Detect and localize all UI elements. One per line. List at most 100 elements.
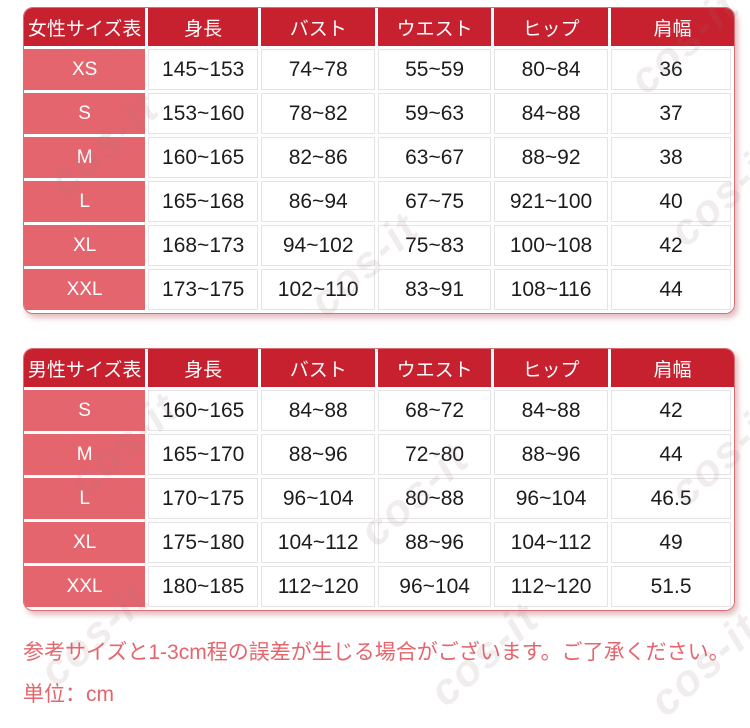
table-row: M 160~165 82~86 63~67 88~92 38 — [24, 137, 734, 181]
size-cell: 75~83 — [378, 225, 494, 269]
size-tables-container: 女性サイズ表 身長 バスト ウエスト ヒップ 肩幅 XS 145~153 74~78 55~59 8… — [23, 7, 735, 611]
size-cell: 165~168 — [148, 181, 262, 225]
size-label: XL — [24, 225, 149, 269]
size-table-grid: 男性サイズ表 身長 バスト ウエスト ヒップ 肩幅 S 160~165 84~88 68~72 84… — [24, 349, 734, 610]
tolerance-note: 参考サイズと1-3cm程の誤差が生じる場合がございます。ご了承ください。 — [23, 641, 730, 664]
size-cell: 36 — [611, 49, 734, 93]
size-cell: 88~92 — [493, 137, 612, 181]
size-cell: 88~96 — [261, 434, 379, 478]
column-header: 肩幅 — [611, 349, 734, 390]
table-row: S 160~165 84~88 68~72 84~88 42 — [24, 390, 734, 434]
unit-note: 単位：cm — [23, 683, 114, 707]
size-cell: 67~75 — [378, 181, 494, 225]
size-cell: 84~88 — [493, 390, 612, 434]
size-cell: 104~112 — [261, 522, 379, 566]
size-cell: 104~112 — [493, 522, 612, 566]
size-cell: 165~170 — [148, 434, 262, 478]
size-cell: 42 — [611, 390, 734, 434]
table-row: L 170~175 96~104 80~88 96~104 46.5 — [24, 478, 734, 522]
size-cell: 86~94 — [261, 181, 379, 225]
size-cell: 80~84 — [493, 49, 612, 93]
size-cell: 112~120 — [261, 566, 379, 610]
header-row: 男性サイズ表 身長 バスト ウエスト ヒップ 肩幅 — [24, 349, 734, 390]
size-cell: 88~96 — [378, 522, 494, 566]
size-cell: 37 — [611, 93, 734, 137]
size-chart-page: 女性サイズ表 身長 バスト ウエスト ヒップ 肩幅 XS 145~153 74~78 55~59 8… — [23, 7, 735, 710]
size-cell: 55~59 — [378, 49, 494, 93]
size-cell: 175~180 — [148, 522, 262, 566]
size-cell: 51.5 — [611, 566, 734, 610]
size-cell: 94~102 — [261, 225, 379, 269]
column-header: ウエスト — [378, 8, 494, 49]
size-cell: 145~153 — [148, 49, 262, 93]
size-cell: 100~108 — [493, 225, 612, 269]
size-cell: 83~91 — [378, 269, 494, 313]
size-cell: 40 — [611, 181, 734, 225]
size-cell: 63~67 — [378, 137, 494, 181]
column-header: ヒップ — [493, 349, 612, 390]
size-table: 女性サイズ表 身長 バスト ウエスト ヒップ 肩幅 XS 145~153 74~78 55~59 8… — [23, 7, 735, 314]
size-cell: 102~110 — [261, 269, 379, 313]
column-header: ヒップ — [493, 8, 612, 49]
size-cell: 96~104 — [378, 566, 494, 610]
size-label: XXL — [24, 269, 149, 313]
size-cell: 84~88 — [261, 390, 379, 434]
size-cell: 108~116 — [493, 269, 612, 313]
size-cell: 160~165 — [148, 137, 262, 181]
size-table-grid: 女性サイズ表 身長 バスト ウエスト ヒップ 肩幅 XS 145~153 74~78 55~59 8… — [24, 8, 734, 313]
table-row: XS 145~153 74~78 55~59 80~84 36 — [24, 49, 734, 93]
table-row: XXL 173~175 102~110 83~91 108~116 44 — [24, 269, 734, 313]
table-row: XL 168~173 94~102 75~83 100~108 42 — [24, 225, 734, 269]
size-cell: 180~185 — [148, 566, 262, 610]
table-row: S 153~160 78~82 59~63 84~88 37 — [24, 93, 734, 137]
size-cell: 112~120 — [493, 566, 612, 610]
size-cell: 170~175 — [148, 478, 262, 522]
size-cell: 42 — [611, 225, 734, 269]
size-cell: 78~82 — [261, 93, 379, 137]
column-header: ウエスト — [378, 349, 494, 390]
size-cell: 44 — [611, 269, 734, 313]
size-cell: 173~175 — [148, 269, 262, 313]
column-header: 肩幅 — [611, 8, 734, 49]
column-header: 身長 — [148, 8, 262, 49]
table-row: L 165~168 86~94 67~75 921~100 40 — [24, 181, 734, 225]
size-label: L — [24, 181, 149, 225]
size-cell: 921~100 — [493, 181, 612, 225]
size-table: 男性サイズ表 身長 バスト ウエスト ヒップ 肩幅 S 160~165 84~88 68~72 84… — [23, 348, 735, 611]
size-cell: 46.5 — [611, 478, 734, 522]
size-cell: 72~80 — [378, 434, 494, 478]
table-row: XL 175~180 104~112 88~96 104~112 49 — [24, 522, 734, 566]
table-row: M 165~170 88~96 72~80 88~96 44 — [24, 434, 734, 478]
table-row: XXL 180~185 112~120 96~104 112~120 51.5 — [24, 566, 734, 610]
size-cell: 38 — [611, 137, 734, 181]
size-label: L — [24, 478, 149, 522]
size-label: S — [24, 93, 149, 137]
size-cell: 96~104 — [493, 478, 612, 522]
table-title: 女性サイズ表 — [24, 8, 149, 49]
table-title: 男性サイズ表 — [24, 349, 149, 390]
column-header: 身長 — [148, 349, 262, 390]
size-cell: 168~173 — [148, 225, 262, 269]
size-cell: 68~72 — [378, 390, 494, 434]
size-cell: 84~88 — [493, 93, 612, 137]
size-cell: 49 — [611, 522, 734, 566]
size-cell: 160~165 — [148, 390, 262, 434]
size-label: M — [24, 137, 149, 181]
size-cell: 82~86 — [261, 137, 379, 181]
column-header: バスト — [261, 349, 379, 390]
size-cell: 88~96 — [493, 434, 612, 478]
size-label: XXL — [24, 566, 149, 610]
size-cell: 80~88 — [378, 478, 494, 522]
header-row: 女性サイズ表 身長 バスト ウエスト ヒップ 肩幅 — [24, 8, 734, 49]
size-cell: 74~78 — [261, 49, 379, 93]
size-label: S — [24, 390, 149, 434]
notes: 参考サイズと1-3cm程の誤差が生じる場合がございます。ご了承ください。 単位：… — [23, 639, 733, 710]
size-label: XL — [24, 522, 149, 566]
size-label: XS — [24, 49, 149, 93]
size-label: M — [24, 434, 149, 478]
size-cell: 96~104 — [261, 478, 379, 522]
size-cell: 153~160 — [148, 93, 262, 137]
column-header: バスト — [261, 8, 379, 49]
size-cell: 44 — [611, 434, 734, 478]
size-cell: 59~63 — [378, 93, 494, 137]
